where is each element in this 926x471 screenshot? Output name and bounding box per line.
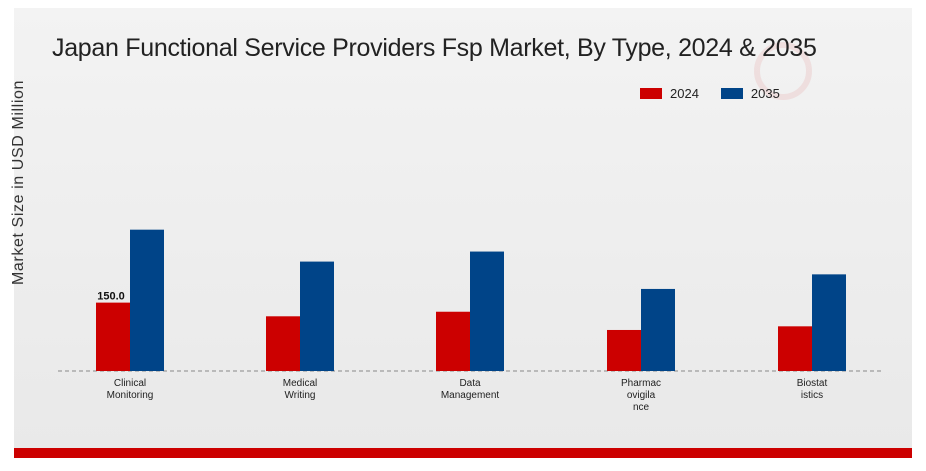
x-tick-label-0-0: Clinical bbox=[114, 378, 146, 389]
bar-2024-1 bbox=[266, 316, 300, 371]
x-tick-label-2-1: Management bbox=[441, 390, 500, 401]
data-label-0: 150.0 bbox=[97, 291, 125, 303]
legend: 2024 2035 bbox=[640, 86, 792, 101]
x-tick-label-0-1: Monitoring bbox=[107, 390, 154, 401]
watermark-logo bbox=[754, 42, 812, 100]
bar-2035-4 bbox=[812, 274, 846, 371]
x-tick-label-3-1: ovigila bbox=[627, 390, 656, 401]
x-tick-label-3-0: Pharmac bbox=[621, 378, 661, 389]
bar-2035-1 bbox=[300, 261, 334, 371]
bottom-accent-bar bbox=[14, 448, 912, 458]
x-tick-label-4-0: Biostat bbox=[797, 378, 828, 389]
legend-item-2024: 2024 bbox=[640, 86, 699, 101]
x-tick-label-1-1: Writing bbox=[285, 390, 316, 401]
x-tick-label-3-2: nce bbox=[633, 402, 650, 413]
bar-2035-3 bbox=[641, 288, 675, 371]
bar-2035-2 bbox=[470, 251, 504, 371]
bar-2024-0 bbox=[96, 302, 130, 371]
legend-swatch-2035 bbox=[720, 88, 743, 99]
legend-item-2035: 2035 bbox=[720, 86, 780, 101]
legend-label-2024: 2024 bbox=[670, 86, 699, 101]
legend-swatch-2024 bbox=[640, 88, 662, 99]
chart-title: Japan Functional Service Providers Fsp M… bbox=[52, 34, 817, 62]
legend-label-2035: 2035 bbox=[750, 86, 780, 101]
bar-2024-4 bbox=[778, 326, 812, 371]
x-tick-label-4-1: istics bbox=[801, 390, 823, 401]
x-tick-label-1-0: Medical bbox=[283, 378, 317, 389]
x-tick-label-2-0: Data bbox=[459, 378, 481, 389]
bar-2035-0 bbox=[130, 229, 164, 371]
bar-2024-2 bbox=[436, 311, 470, 371]
bar-2024-3 bbox=[607, 329, 641, 371]
